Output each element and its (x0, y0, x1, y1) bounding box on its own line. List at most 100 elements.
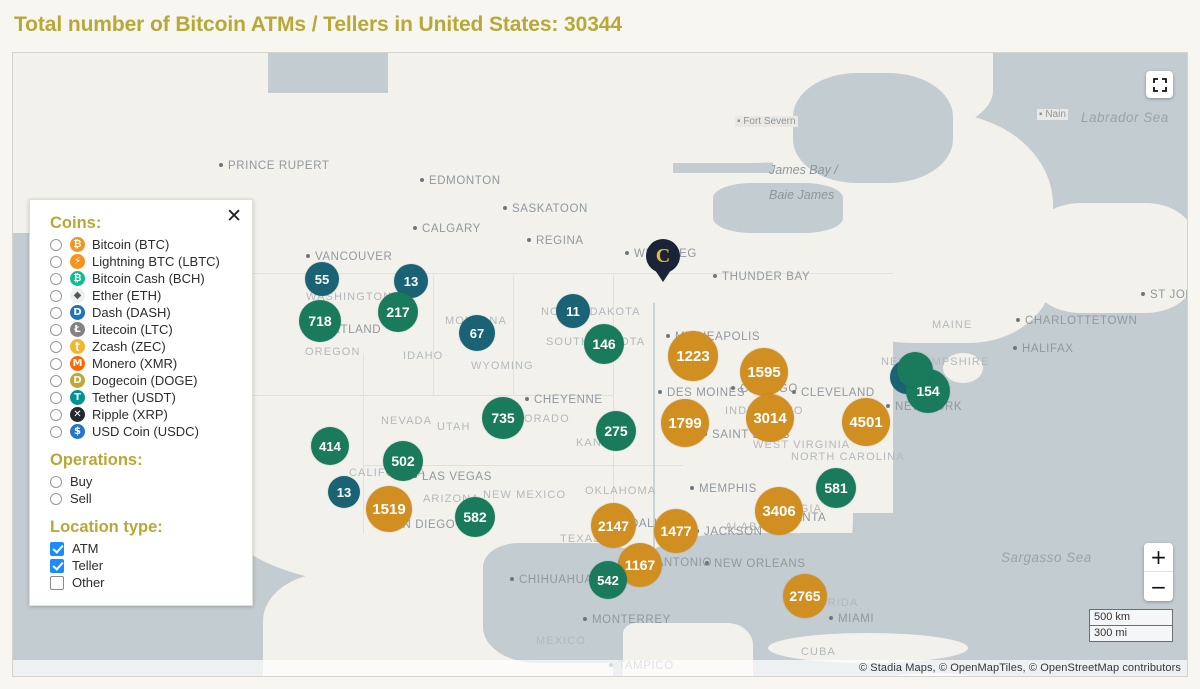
coin-filter-row[interactable]: T Tether (USDT) (30, 389, 252, 406)
coin-radio[interactable] (50, 357, 62, 370)
coin-filter-row[interactable]: ₿ Bitcoin (BTC) (30, 236, 252, 253)
coin-radio[interactable] (50, 255, 62, 268)
state-label: NORTH CAROLINA (791, 451, 905, 463)
map-cluster-marker[interactable]: 414 (311, 427, 349, 465)
coin-filter-row[interactable]: $ USD Coin (USDC) (30, 423, 252, 440)
coin-radio[interactable] (50, 238, 62, 251)
map-cluster-marker[interactable]: 13 (328, 476, 360, 508)
city-label: JACKSON (695, 526, 763, 538)
coin-filter-row[interactable]: ₿ Bitcoin Cash (BCH) (30, 270, 252, 287)
operation-filter-row[interactable]: Buy (30, 473, 252, 490)
map-cluster-marker[interactable]: 1519 (366, 486, 412, 532)
city-dot-icon (666, 333, 670, 338)
city-label: LAS VEGAS (413, 471, 492, 483)
location-type-label: ATM (72, 541, 99, 556)
operation-radio[interactable] (50, 475, 62, 488)
coin-radio[interactable] (50, 340, 62, 353)
coin-radio[interactable] (50, 374, 62, 387)
coin-label: Bitcoin Cash (BCH) (92, 271, 205, 286)
city-label: CALGARY (413, 223, 481, 235)
city-label: DES MOINES (658, 387, 745, 399)
coin-label: Bitcoin (BTC) (92, 237, 170, 252)
dogecoin-icon: D (70, 373, 85, 388)
city-dot-icon (792, 389, 796, 394)
location-type-heading: Location type: (50, 518, 163, 536)
state-label: MEXICO (536, 635, 586, 647)
operation-filter-row[interactable]: Sell (30, 490, 252, 507)
coin-radio[interactable] (50, 391, 62, 404)
coin-radio[interactable] (50, 408, 62, 421)
map-cluster-marker[interactable] (897, 352, 933, 388)
location-type-checkbox[interactable] (50, 541, 64, 556)
map-cluster-marker[interactable]: 1477 (654, 509, 698, 553)
litecoin-icon: Ł (70, 322, 85, 337)
city-dot-icon (420, 177, 424, 182)
coin-filter-row[interactable]: D Dogecoin (DOGE) (30, 372, 252, 389)
location-type-checkbox[interactable] (50, 558, 64, 573)
map-cluster-marker[interactable]: 3014 (746, 394, 794, 442)
zoom-out-button[interactable]: − (1150, 574, 1167, 599)
zoom-controls[interactable]: + − (1144, 543, 1173, 601)
location-type-list: ATM Teller Other (30, 540, 252, 591)
city-label: VANCOUVER (306, 251, 392, 263)
coin-filter-row[interactable]: M Monero (XMR) (30, 355, 252, 372)
state-label: WYOMING (471, 360, 534, 372)
map-cluster-marker[interactable]: 1799 (661, 399, 709, 447)
coins-list: ₿ Bitcoin (BTC) ⚡ Lightning BTC (LBTC) ₿ Bitc… (30, 236, 252, 440)
map-marker-pin[interactable]: C (646, 239, 680, 282)
coin-radio[interactable] (50, 306, 62, 319)
coin-filter-row[interactable]: ◆ Ether (ETH) (30, 287, 252, 304)
coin-radio[interactable] (50, 289, 62, 302)
state-label: TEXAS (560, 533, 602, 545)
map-cluster-marker[interactable]: 3406 (755, 487, 803, 535)
coin-radio[interactable] (50, 425, 62, 438)
map-canvas[interactable]: ▪ Fort Severn ▪ Nain Labrador Sea Sargasso… (12, 52, 1188, 677)
location-type-label: Other (72, 575, 105, 590)
map-cluster-marker[interactable]: 735 (482, 397, 524, 439)
city-dot-icon (1141, 291, 1145, 296)
operations-heading: Operations: (50, 451, 143, 469)
map-cluster-marker[interactable]: 581 (816, 468, 856, 508)
state-label: UTAH (437, 421, 471, 433)
location-type-filter-row[interactable]: Teller (30, 557, 252, 574)
filter-panel[interactable]: ✕ Coins: ₿ Bitcoin (BTC) ⚡ Lightning BTC (L… (29, 199, 253, 606)
map-cluster-marker[interactable]: 146 (584, 324, 624, 364)
map-cluster-marker[interactable]: 542 (589, 561, 627, 599)
city-dot-icon (525, 396, 529, 401)
map-cluster-marker[interactable]: 1223 (668, 331, 718, 381)
map-cluster-marker[interactable]: 582 (455, 497, 495, 537)
map-cluster-marker[interactable]: 1595 (740, 348, 788, 396)
location-type-filter-row[interactable]: ATM (30, 540, 252, 557)
coin-filter-row[interactable]: Ł Litecoin (LTC) (30, 321, 252, 338)
coin-filter-row[interactable]: D Dash (DASH) (30, 304, 252, 321)
operation-radio[interactable] (50, 492, 62, 505)
map-cluster-marker[interactable]: 718 (299, 300, 341, 342)
coin-label: Ether (ETH) (92, 288, 162, 303)
map-cluster-marker[interactable]: 2765 (783, 574, 827, 618)
coin-radio[interactable] (50, 272, 62, 285)
coin-filter-row[interactable]: ✕ Ripple (XRP) (30, 406, 252, 423)
location-type-checkbox[interactable] (50, 575, 64, 590)
coin-filter-row[interactable]: ʈ Zcash (ZEC) (30, 338, 252, 355)
map-attribution[interactable]: © Stadia Maps, © OpenMapTiles, © OpenStr… (13, 660, 1187, 676)
map-cluster-marker[interactable]: 11 (556, 294, 590, 328)
map-cluster-marker[interactable]: 4501 (842, 398, 890, 446)
map-cluster-marker[interactable]: 217 (378, 292, 418, 332)
monero-icon: M (70, 356, 85, 371)
zoom-in-button[interactable]: + (1144, 543, 1173, 572)
dash-icon: D (70, 305, 85, 320)
map-cluster-marker[interactable]: 55 (305, 262, 339, 296)
map-cluster-marker[interactable]: 2147 (591, 503, 636, 548)
map-cluster-marker[interactable]: 67 (459, 315, 495, 351)
map-cluster-marker[interactable]: 502 (383, 441, 423, 481)
coin-radio[interactable] (50, 323, 62, 336)
location-type-filter-row[interactable]: Other (30, 574, 252, 591)
city-label: SASKATOON (503, 203, 588, 215)
coin-filter-row[interactable]: ⚡ Lightning BTC (LBTC) (30, 253, 252, 270)
ripple-icon: ✕ (70, 407, 85, 422)
map-cluster-marker[interactable]: 275 (596, 411, 636, 451)
fullscreen-button[interactable] (1146, 71, 1173, 98)
coin-label: Tether (USDT) (92, 390, 176, 405)
close-icon[interactable]: ✕ (226, 205, 242, 227)
bitcoin-icon: ₿ (70, 237, 85, 252)
